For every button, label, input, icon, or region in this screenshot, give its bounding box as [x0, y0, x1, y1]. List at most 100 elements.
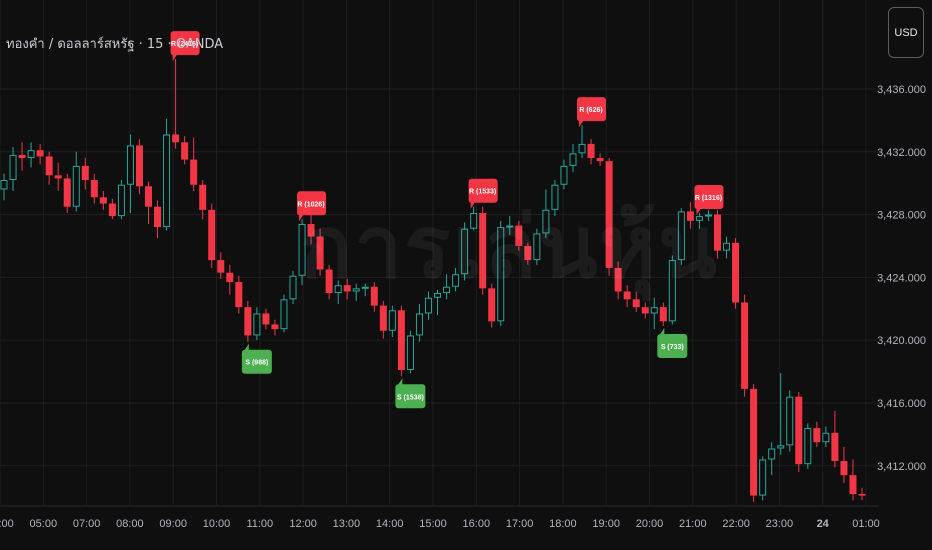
candle-body [54, 175, 62, 179]
resistance-label [694, 184, 724, 215]
candle-body [424, 297, 432, 314]
x-tick-label: 19:00 [592, 518, 620, 530]
candle-body [452, 274, 460, 287]
x-tick-label: 18:00 [549, 518, 577, 530]
candle-body [524, 245, 532, 261]
currency-button[interactable]: USD [888, 7, 924, 58]
candle-body [190, 159, 198, 185]
candle-body [786, 396, 794, 446]
resistance-label [170, 31, 200, 62]
candle-body [840, 461, 848, 476]
candle-body [45, 156, 53, 176]
x-tick-label: 22:00 [722, 518, 750, 530]
candle-body [470, 212, 478, 229]
candle-body [415, 313, 423, 336]
candle-body [217, 260, 225, 273]
candle-body [813, 428, 821, 443]
candle-body [325, 269, 333, 294]
candle-body [461, 228, 469, 275]
candle-body [605, 161, 613, 268]
x-tick-label: 01:00 [852, 518, 880, 530]
candle-body [271, 324, 279, 330]
candle-body [126, 145, 134, 185]
candle-body [199, 184, 207, 210]
candle-body [298, 223, 306, 276]
candle-body [108, 203, 116, 217]
candle-body [858, 494, 866, 496]
candle-body [596, 158, 604, 162]
candle-body [90, 180, 98, 198]
resistance-label [297, 191, 327, 222]
y-tick-label: 3,428.000 [877, 210, 926, 222]
chart-title: ทองคำ / ดอลลาร์สหรัฐ · 15 · OANDA [6, 37, 224, 52]
candle-body [479, 212, 487, 289]
candle-body [361, 286, 369, 289]
candle-body [352, 288, 360, 292]
candle-body [560, 165, 568, 185]
candle-body [768, 448, 776, 460]
candle-body [163, 134, 171, 228]
candle-body [226, 272, 234, 283]
candle-body [822, 432, 830, 443]
candle-body [63, 178, 71, 207]
candle-body [343, 285, 351, 292]
x-tick-label: 08:00 [116, 518, 144, 530]
candle-body [307, 223, 315, 237]
candle-body [72, 165, 80, 207]
candle-body [795, 396, 803, 465]
candle-body [253, 313, 261, 336]
y-tick-label: 3,416.000 [877, 398, 926, 410]
candle-body [154, 206, 162, 228]
candle-body [542, 209, 550, 234]
annotation-text: R (1316) [695, 195, 722, 202]
x-tick-label: 11:00 [246, 518, 273, 530]
candle-body [379, 305, 387, 331]
candle-body [434, 293, 442, 298]
candle-body [81, 165, 89, 181]
x-tick-label: 10:00 [203, 518, 231, 530]
candle-body [723, 242, 731, 251]
x-tick-label: 09:00 [159, 518, 187, 530]
candle-body [117, 184, 125, 217]
y-tick-label: 3,436.000 [877, 84, 926, 96]
y-tick-label: 3,420.000 [877, 335, 926, 347]
candle-body [686, 211, 694, 221]
candle-body [99, 197, 107, 204]
candle-body [777, 445, 785, 449]
candle-body [289, 275, 297, 300]
candle-body [713, 214, 721, 251]
candle-body [533, 233, 541, 261]
candle-body [750, 388, 758, 496]
annotation-text: R (626) [579, 107, 602, 114]
candle-body [172, 134, 180, 143]
x-tick-label: 20:00 [636, 518, 664, 530]
x-tick-label: 07:00 [73, 518, 101, 530]
candle-body [0, 180, 8, 190]
candle-body [334, 285, 342, 294]
candle-body [9, 154, 17, 181]
candle-body [515, 225, 523, 246]
support-label [657, 328, 688, 359]
candle-body [506, 225, 514, 228]
candle-body [831, 432, 839, 462]
candle-body [262, 313, 270, 325]
x-tick-label: 15:00 [419, 518, 447, 530]
support-label [395, 378, 426, 409]
candle-body [488, 288, 496, 322]
candle-body [578, 143, 586, 154]
candle-body [388, 310, 396, 331]
candle-body [741, 302, 749, 389]
candle-body [244, 307, 252, 336]
candle-body [135, 145, 143, 187]
candle-body [632, 299, 640, 308]
candle-body [18, 154, 26, 159]
resistance-label [577, 97, 607, 128]
candle-body [587, 143, 595, 159]
candle-body [659, 307, 667, 322]
y-tick-label: 3,424.000 [877, 272, 926, 284]
candle-body [316, 236, 324, 270]
candle-body [614, 267, 622, 292]
candle-body [145, 186, 153, 207]
